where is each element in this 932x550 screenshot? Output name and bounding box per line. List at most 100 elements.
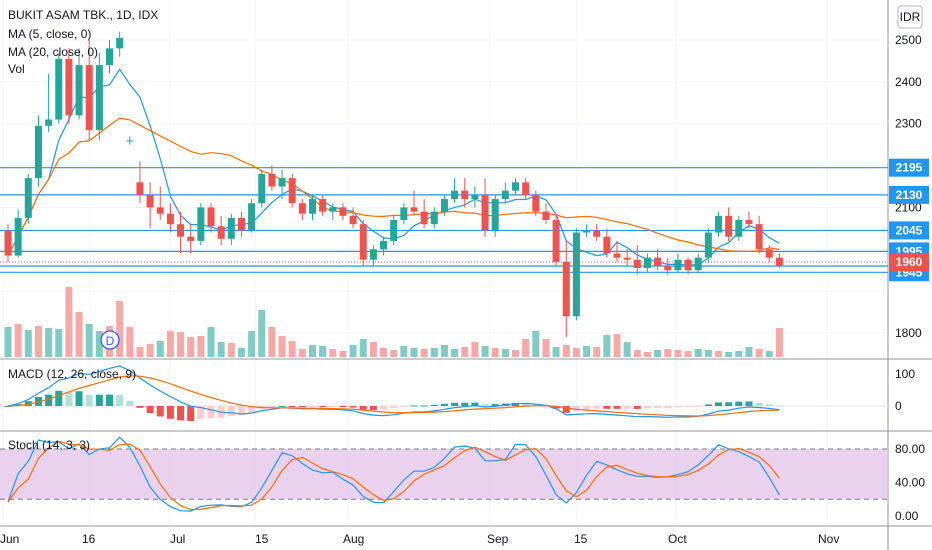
volume-bar xyxy=(258,310,266,357)
last-price-tag xyxy=(889,253,929,272)
legend-stoch[interactable]: Stoch (14, 3, 3) xyxy=(8,438,90,452)
candle-body xyxy=(725,215,733,237)
candle-body xyxy=(45,119,53,126)
volume-bar xyxy=(664,349,672,357)
candle-body xyxy=(481,194,489,231)
candle-body xyxy=(674,259,682,271)
volume-bar xyxy=(715,351,722,357)
time-axis[interactable]: Jun 16 Jul 15 Aug Sep 15 Oct Nov xyxy=(0,532,839,546)
price-axis[interactable]: 1800210023002400250021952130204519951960… xyxy=(889,33,929,523)
volume-bar xyxy=(197,336,205,357)
time-tick-label: Oct xyxy=(668,532,687,546)
candle-body xyxy=(146,194,154,208)
candle-body xyxy=(187,236,195,241)
time-tick-label: Nov xyxy=(818,532,839,546)
macd-histogram-bar xyxy=(248,406,256,413)
price-tick-label: 2300 xyxy=(895,117,922,131)
chart-title[interactable]: BUKIT ASAM TBK., 1D, IDX xyxy=(8,8,158,22)
currency-badge[interactable] xyxy=(897,5,923,29)
volume-bar xyxy=(613,334,621,357)
volume-bar xyxy=(633,350,641,357)
price-level-tag xyxy=(889,158,929,177)
macd-histogram-bar xyxy=(410,405,418,407)
volume-bar xyxy=(735,351,743,357)
candle-body xyxy=(227,217,235,239)
candle-body xyxy=(166,213,174,225)
volume-bar xyxy=(136,347,144,357)
macd-histogram-bar xyxy=(237,406,245,415)
candle-body xyxy=(715,215,722,233)
candle-body xyxy=(116,37,124,49)
macd-histogram-bar xyxy=(765,404,773,406)
candle-body xyxy=(319,199,327,212)
volume-bar xyxy=(410,348,418,357)
volume-bar xyxy=(623,342,631,357)
candle-body xyxy=(440,199,448,212)
legend-vol[interactable]: Vol xyxy=(8,62,25,76)
candle-body xyxy=(552,219,560,262)
candle-body xyxy=(24,178,32,218)
macd-histogram-bar xyxy=(45,394,53,406)
volume-bar xyxy=(156,341,164,357)
volume-bar xyxy=(329,349,337,357)
candle-body xyxy=(288,178,296,204)
stoch-band xyxy=(0,448,888,500)
macd-histogram-bar xyxy=(440,403,448,406)
candle-body xyxy=(75,65,83,116)
volume-bar xyxy=(268,327,276,357)
volume-bar xyxy=(146,344,154,357)
candle-body xyxy=(34,125,42,179)
macd-histogram-bar xyxy=(572,406,580,412)
volume-bar xyxy=(471,342,479,357)
dividend-marker-icon[interactable] xyxy=(100,330,120,350)
price-tick-label: 1800 xyxy=(895,326,922,340)
volume-bar xyxy=(85,324,93,357)
legend-ma20[interactable]: MA (20, close, 0) xyxy=(8,45,98,59)
volume-bar xyxy=(593,347,601,357)
candle-body xyxy=(603,236,611,254)
volume-bar xyxy=(491,348,499,357)
candle-body xyxy=(704,232,712,258)
macd-histogram-bar xyxy=(95,394,103,406)
candle-body xyxy=(268,173,276,187)
macd-histogram-bar xyxy=(146,406,154,414)
volume-bar xyxy=(55,329,63,357)
candle-body xyxy=(643,257,651,269)
candle-body xyxy=(278,178,286,187)
candle-body xyxy=(745,219,753,225)
candle-body xyxy=(177,224,185,237)
candle-body xyxy=(359,224,367,260)
macd-histogram-bar xyxy=(481,404,489,406)
price-tick-label: 2100 xyxy=(895,200,922,214)
legend-macd[interactable]: MACD (12, 26, close, 9) xyxy=(8,367,136,381)
price-tick-label: 2400 xyxy=(895,75,922,89)
macd-histogram-bar xyxy=(694,406,702,407)
volume-bar xyxy=(451,349,459,357)
macd-histogram-bar xyxy=(278,405,286,407)
volume-bar xyxy=(400,346,408,357)
candle-body xyxy=(562,261,570,317)
macd-histogram-bar xyxy=(725,402,733,406)
legend-ma5[interactable]: MA (5, close, 0) xyxy=(8,27,91,41)
volume-bar xyxy=(674,350,682,357)
macd-histogram-bar xyxy=(75,391,83,406)
macd-histogram-bar xyxy=(613,406,621,409)
price-level-tag xyxy=(889,185,929,204)
volume-bar xyxy=(542,339,550,357)
stoch-pane xyxy=(7,436,780,512)
macd-histogram-bar xyxy=(633,406,641,409)
macd-histogram-bar xyxy=(664,406,672,409)
volume-bar xyxy=(420,349,428,357)
price-level-tag-label: 2130 xyxy=(896,188,923,202)
macd-histogram-bar xyxy=(715,402,722,406)
macd-histogram-bar xyxy=(430,404,438,406)
last-price-tag-label: 1960 xyxy=(896,255,923,269)
stoch-band-fill xyxy=(0,449,888,500)
macd-histogram-bar xyxy=(187,406,195,422)
candle-body xyxy=(258,173,266,204)
macd-histogram-bar xyxy=(755,402,763,406)
volume-bar xyxy=(187,337,195,357)
volume-bar xyxy=(369,342,377,357)
